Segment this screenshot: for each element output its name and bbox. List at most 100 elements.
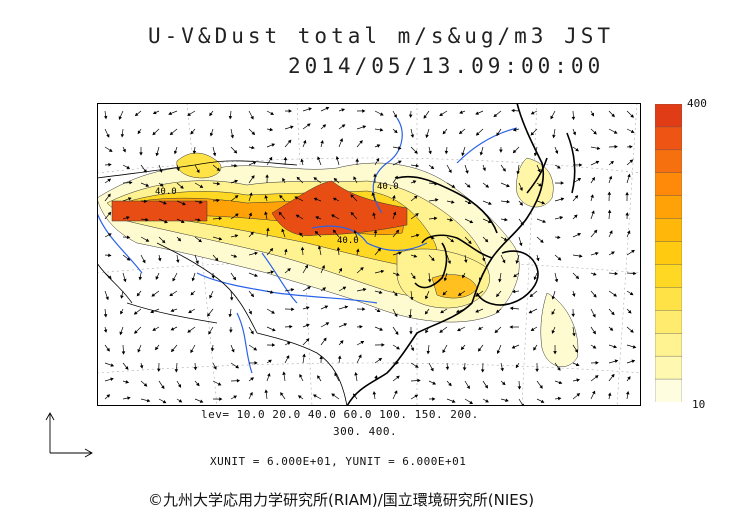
wind-vector-head (515, 260, 519, 264)
wind-vector-head (627, 376, 631, 380)
wind-vector-head (592, 390, 596, 395)
wind-vector-head (103, 115, 108, 120)
colorbar-band (655, 264, 682, 289)
wind-vector-head (143, 199, 148, 204)
wind-vector-head (576, 378, 581, 382)
wind-vector-head (360, 267, 364, 271)
wind-vector-head (442, 349, 446, 354)
wind-vector-head (199, 399, 204, 403)
wind-vector-head (376, 308, 381, 313)
wind-vector-head (610, 160, 614, 165)
wind-vector-head (196, 169, 200, 174)
wind-vector-head (145, 183, 150, 187)
wind-vector-head (155, 152, 160, 157)
wind-vector-head (308, 107, 312, 111)
wind-vector-head (450, 238, 455, 243)
wind-vector-head (632, 345, 637, 349)
wind-vector-head (380, 269, 385, 274)
contour-levels-line-1: lev= 10.0 20.0 40.0 60.0 100. 150. 200. (201, 408, 479, 421)
wind-vector-head (335, 155, 340, 160)
colorbar-band (655, 310, 682, 334)
wind-vector-head (283, 156, 288, 161)
wind-vector-head (512, 149, 517, 154)
wind-vector-head (125, 380, 130, 384)
wind-vector-head (336, 246, 341, 251)
wind-vector-head (494, 329, 499, 334)
wind-vector-head (333, 177, 338, 182)
wind-vector-head (103, 329, 108, 333)
wind-vector-head (359, 325, 363, 329)
wind-vector-head (398, 146, 402, 150)
wind-vector-head (434, 181, 438, 186)
wind-vector-head (139, 152, 143, 156)
wind-vector-head (169, 292, 174, 297)
wind-vector-head (371, 192, 375, 196)
colorbar (655, 104, 682, 402)
wind-vector-head (355, 248, 360, 253)
wind-vector-head (432, 381, 437, 385)
wind-vector-head (500, 367, 504, 372)
wind-vector-head (630, 114, 634, 118)
wind-vector-head (313, 197, 318, 201)
wind-vector-head (228, 115, 233, 120)
wind-vector-head (169, 131, 174, 136)
wind-vector-head (216, 198, 220, 203)
wind-vector-head (529, 293, 534, 298)
wind-vector-head (324, 305, 329, 309)
wind-vector-head (487, 219, 492, 224)
wind-vector-head (625, 191, 629, 196)
wind-vector-head (159, 169, 163, 173)
wind-vector-head (465, 170, 469, 174)
wind-vector-head (595, 160, 600, 165)
wind-vector-head (305, 306, 310, 310)
wind-vector-head (409, 331, 413, 335)
wind-vector-head (121, 351, 126, 355)
wind-vector-head (396, 272, 400, 277)
wind-vector-head (542, 219, 547, 223)
wind-vector-head (557, 396, 562, 401)
wind-vector-head (110, 363, 115, 367)
wind-vector-head (107, 193, 111, 198)
wind-vector-head (408, 114, 413, 118)
wind-vector-head (560, 181, 565, 185)
wind-vector-head (412, 275, 416, 280)
wind-vector-head (145, 217, 149, 222)
wind-vector-head (425, 134, 429, 139)
wind-vector-head (315, 216, 319, 220)
wind-vector-head (539, 385, 543, 389)
wind-vector-head (323, 337, 327, 342)
wind-vector-head (462, 367, 467, 371)
wind-vector-head (219, 397, 223, 401)
wind-vector-head (552, 134, 556, 139)
wind-vector-head (571, 313, 575, 318)
wind-vector-head (519, 187, 523, 191)
wind-vector-head (442, 291, 447, 296)
rivers (97, 117, 518, 374)
wind-vector-head (303, 139, 307, 144)
wind-vector-head (394, 175, 398, 180)
wind-vector-head (379, 290, 383, 294)
wind-vector-head (372, 212, 376, 216)
wind-vector-head (216, 167, 221, 171)
wind-vector-head (192, 150, 197, 155)
colorbar-band (655, 241, 682, 266)
wind-vector-head (554, 278, 559, 283)
wind-vector-head (607, 209, 612, 213)
wind-vector-head (233, 149, 238, 154)
wind-vector-head (317, 245, 322, 250)
wind-vector-head (503, 237, 508, 241)
wind-vector-head (379, 112, 384, 116)
wind-vector-head (445, 366, 450, 371)
wind-vector-head (253, 347, 258, 351)
wind-vector-head (505, 398, 509, 402)
wind-vector-head (398, 251, 402, 255)
wind-vector-head (235, 213, 239, 217)
wind-vector-head (306, 123, 311, 127)
wind-vector-head (108, 148, 113, 152)
wind-vector-head (137, 348, 141, 353)
wind-vector-head (287, 139, 292, 144)
dust-concentration-field (97, 152, 579, 367)
wind-vector-head (325, 106, 330, 111)
wind-vector-head (325, 322, 330, 326)
wind-vector-head (248, 212, 253, 217)
